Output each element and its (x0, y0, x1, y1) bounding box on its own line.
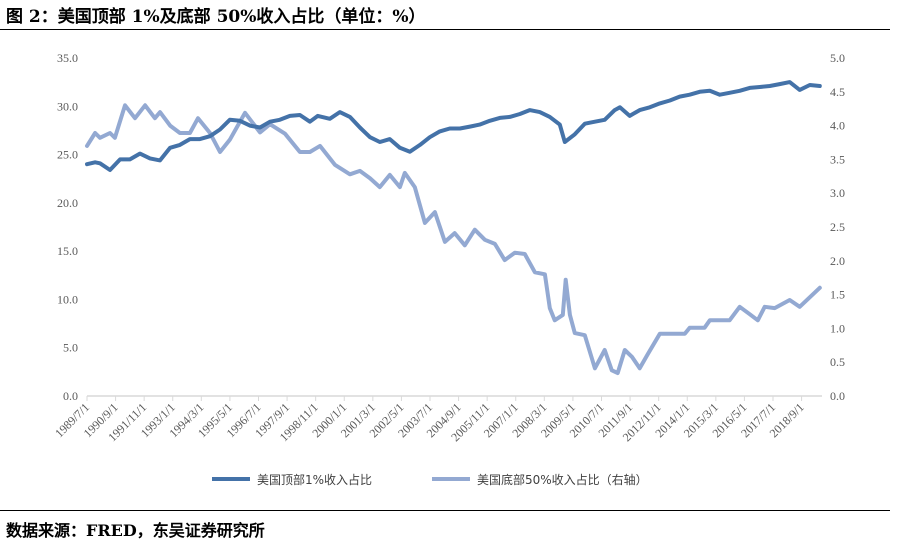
axes: 0.0 5.0 10.0 15.0 20.0 25.0 30.0 35.0 0.0 0.5 1.0 1… (52, 51, 845, 444)
y-left-tick-label: 35.0 (57, 51, 78, 65)
series-line-top1pct (85, 80, 822, 172)
source-divider (0, 510, 890, 511)
y-right-tick-label: 2.0 (830, 254, 845, 268)
legend-label-top1pct: 美国顶部1%收入占比 (257, 472, 372, 487)
y-right-tick-label: 1.0 (830, 321, 845, 335)
y-left-tick-label: 5.0 (63, 341, 78, 355)
series-lines (85, 80, 822, 375)
figure-title: 图 2：美国顶部 1%及底部 50%收入占比（单位：%） (6, 7, 426, 27)
series-line-bottom50pct (85, 103, 822, 375)
y-left-tick-label: 20.0 (57, 196, 78, 210)
y-right-tick-label: 5.0 (830, 51, 845, 65)
y-left-tick-label: 25.0 (57, 148, 78, 162)
y-right-tick-label: 0.0 (830, 389, 845, 403)
y-right-tick-label: 1.5 (830, 288, 845, 302)
y-right-tick-label: 3.0 (830, 186, 845, 200)
title-divider (0, 29, 890, 30)
y-right-tick-label: 2.5 (830, 220, 845, 234)
y-right-tick-label: 4.0 (830, 119, 845, 133)
legend: 美国顶部1%收入占比 美国底部50%收入占比（右轴） (212, 472, 648, 487)
y-right-tick-label: 0.5 (830, 355, 845, 369)
legend-label-bottom50pct: 美国底部50%收入占比（右轴） (477, 472, 648, 487)
y-left-tick-label: 10.0 (57, 292, 78, 306)
y-left-tick-label: 15.0 (57, 244, 78, 258)
y-left-tick-label: 0.0 (63, 389, 78, 403)
y-left-tick-label: 30.0 (57, 99, 78, 113)
y-right-tick-label: 4.5 (830, 85, 845, 99)
y-right-tick-label: 3.5 (830, 152, 845, 166)
source-note: 数据来源：FRED，东吴证券研究所 (6, 521, 265, 540)
